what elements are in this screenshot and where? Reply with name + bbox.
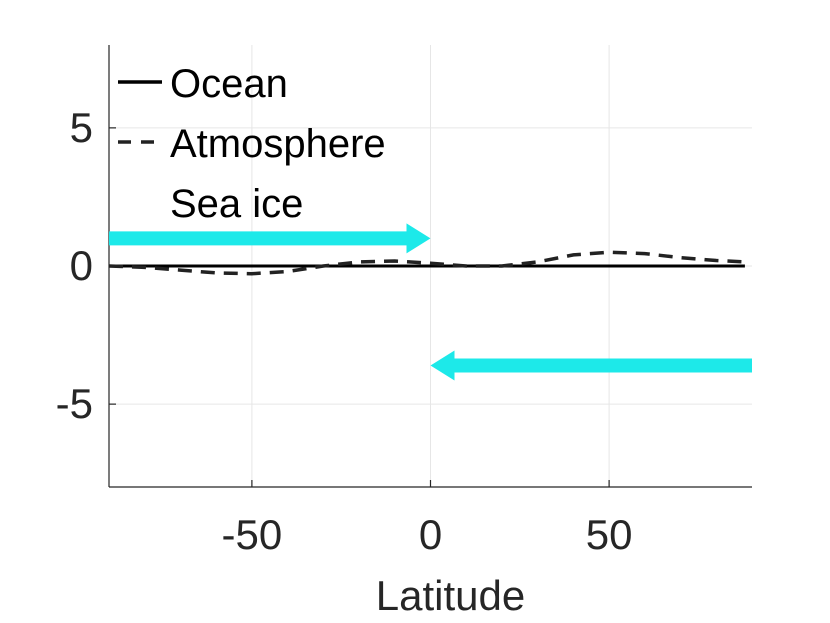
annotation-arrows bbox=[109, 223, 752, 381]
tick-labels: -50 0 50-505 bbox=[56, 104, 633, 558]
x-tick-label: -50 bbox=[222, 511, 283, 558]
legend: Ocean Atmosphere Sea ice bbox=[118, 62, 386, 226]
y-tick-label: 5 bbox=[70, 104, 93, 151]
y-tick-label: -5 bbox=[56, 380, 93, 427]
y-tick-label: 0 bbox=[70, 242, 93, 289]
arrow-right bbox=[109, 223, 431, 254]
legend-item: Atmosphere bbox=[118, 122, 386, 166]
legend-item: Ocean bbox=[118, 62, 288, 106]
legend-label: Sea ice bbox=[170, 182, 303, 226]
legend-label: Ocean bbox=[170, 62, 288, 106]
x-tick-label: 0 bbox=[419, 511, 442, 558]
series-atmosphere bbox=[108, 250, 745, 276]
series-lines bbox=[108, 250, 745, 276]
x-tick-label: 50 bbox=[586, 511, 633, 558]
x-axis-label: Latitude bbox=[376, 572, 525, 619]
arrow-left bbox=[430, 350, 752, 381]
legend-label: Atmosphere bbox=[170, 122, 386, 166]
legend-item: Sea ice bbox=[170, 182, 303, 226]
